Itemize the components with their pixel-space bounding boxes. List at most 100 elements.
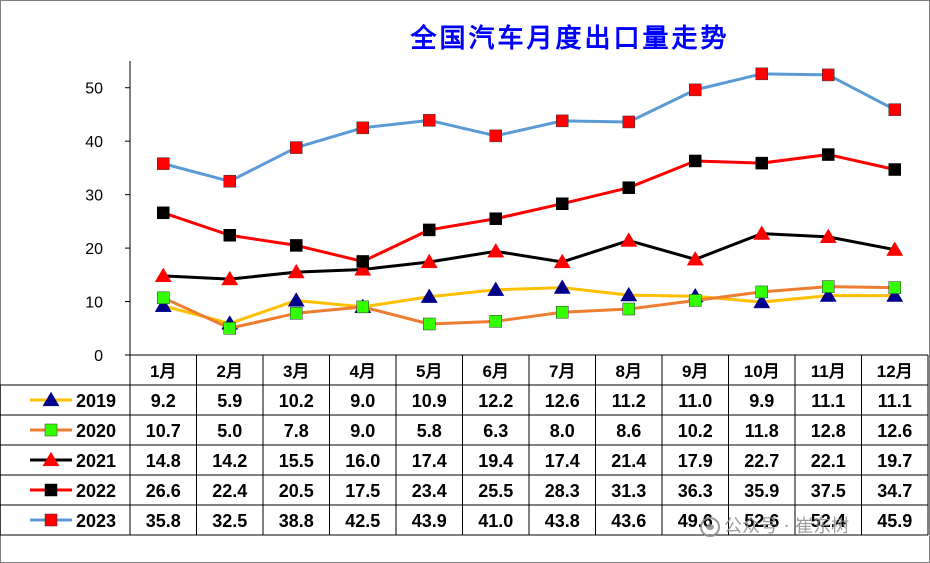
data-value-cell: 38.8 — [279, 511, 314, 531]
data-value-cell: 11.1 — [878, 391, 912, 411]
data-point-2022 — [157, 206, 170, 220]
data-point-2023 — [822, 68, 835, 82]
data-point-2023 — [556, 114, 569, 128]
data-point-2022 — [356, 255, 369, 268]
data-point-2020 — [556, 305, 569, 319]
data-point-2020 — [423, 317, 436, 331]
data-value-cell: 5.9 — [217, 391, 242, 411]
watermark: 公众号 · 崔东树 — [700, 512, 849, 538]
series-line-2022 — [162, 153, 896, 263]
data-value-cell: 9.0 — [350, 391, 375, 411]
data-value-cell: 9.2 — [151, 391, 176, 411]
category-label: 6月 — [483, 362, 509, 381]
data-value-cell: 17.4 — [545, 451, 580, 471]
data-point-2021 — [886, 241, 904, 256]
data-point-2020 — [290, 307, 303, 320]
data-point-2021 — [287, 263, 305, 279]
data-value-cell: 43.8 — [545, 511, 580, 531]
y-tick-label: 20 — [85, 241, 103, 258]
data-value-cell: 35.9 — [744, 481, 779, 501]
legend-marker-2023 — [44, 513, 58, 527]
category-label: 2月 — [217, 362, 243, 381]
data-value-cell: 11.2 — [612, 391, 646, 411]
series-line-2021 — [163, 232, 896, 281]
data-point-2023 — [689, 83, 702, 97]
y-tick-label: 50 — [85, 81, 103, 98]
legend-marker-2021 — [42, 451, 60, 467]
data-value-cell: 17.4 — [412, 451, 447, 471]
data-point-2021 — [819, 228, 837, 243]
legend-label: 2021 — [76, 451, 116, 471]
data-point-2019 — [287, 292, 305, 307]
category-label: 10月 — [744, 362, 780, 381]
series-line-2019 — [162, 286, 895, 325]
data-point-2021 — [620, 232, 638, 247]
data-value-cell: 14.2 — [212, 451, 247, 471]
data-value-cell: 17.9 — [678, 451, 713, 471]
data-point-2022 — [822, 148, 835, 161]
data-value-cell: 41.0 — [478, 511, 513, 531]
data-point-2021 — [154, 267, 172, 282]
data-point-2022 — [622, 181, 635, 194]
data-value-cell: 16.0 — [345, 451, 380, 471]
y-tick-label: 0 — [94, 348, 103, 365]
legend-label: 2023 — [76, 511, 116, 531]
data-value-cell: 36.3 — [678, 481, 713, 501]
legend-marker-2020 — [44, 423, 58, 437]
data-value-cell: 10.2 — [279, 391, 314, 411]
legend-label: 2022 — [76, 481, 116, 501]
data-point-2020 — [622, 302, 635, 316]
data-point-2021 — [354, 261, 372, 276]
data-point-2020 — [822, 280, 835, 293]
y-tick-label: 40 — [85, 134, 103, 151]
chart-title: 全国汽车月度出口量走势 — [410, 24, 730, 54]
data-point-2022 — [755, 156, 768, 170]
legend-marker-2022 — [44, 483, 58, 497]
data-point-2021 — [686, 251, 704, 266]
category-label: 8月 — [616, 362, 642, 381]
data-point-2020 — [356, 300, 369, 314]
y-tick-label: 10 — [85, 295, 103, 312]
data-value-cell: 26.6 — [146, 481, 181, 501]
data-value-cell: 35.8 — [146, 511, 181, 531]
data-value-cell: 22.4 — [212, 481, 247, 501]
series-line-2020 — [162, 285, 895, 330]
data-point-2023 — [489, 129, 502, 143]
data-value-cell: 17.5 — [345, 481, 380, 501]
data-value-cell: 15.5 — [279, 451, 314, 471]
data-point-2020 — [689, 294, 702, 307]
series-line-2023 — [162, 72, 896, 183]
data-value-cell: 25.5 — [478, 481, 513, 501]
data-value-cell: 11.1 — [811, 391, 845, 411]
data-value-cell: 10.7 — [146, 421, 181, 441]
data-value-cell: 52.6 — [744, 511, 779, 531]
data-point-2021 — [753, 225, 771, 240]
data-point-2020 — [888, 281, 901, 294]
legend-marker-2019 — [42, 391, 60, 407]
category-label: 11月 — [811, 362, 846, 381]
data-point-2022 — [888, 163, 901, 176]
data-point-2023 — [622, 115, 635, 129]
data-value-cell: 23.4 — [412, 481, 447, 501]
data-value-cell: 34.7 — [877, 481, 912, 501]
data-value-cell: 12.8 — [811, 421, 846, 441]
data-point-2021 — [553, 253, 571, 269]
data-point-2022 — [689, 154, 702, 168]
data-point-2023 — [290, 141, 303, 154]
data-point-2023 — [356, 121, 369, 135]
data-point-2022 — [223, 229, 236, 242]
category-label: 7月 — [549, 362, 575, 381]
data-value-cell: 28.3 — [545, 481, 580, 501]
watermark-text: 公众号 · 崔东树 — [724, 516, 850, 537]
data-point-2019 — [620, 286, 638, 302]
data-point-2020 — [157, 291, 170, 305]
data-point-2022 — [489, 212, 502, 225]
data-point-2023 — [223, 175, 236, 188]
data-point-2019 — [487, 281, 505, 296]
data-value-cell: 8.0 — [550, 421, 575, 441]
data-point-2022 — [556, 197, 569, 210]
data-value-cell: 11.8 — [745, 421, 779, 441]
data-point-2022 — [290, 239, 303, 252]
data-value-cell: 43.6 — [611, 511, 646, 531]
